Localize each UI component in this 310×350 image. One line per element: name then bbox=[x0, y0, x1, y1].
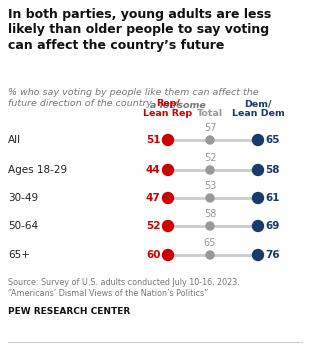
Text: 58: 58 bbox=[265, 165, 280, 175]
Text: a lot/some: a lot/some bbox=[150, 101, 206, 110]
Text: 52: 52 bbox=[204, 153, 216, 163]
Text: Total: Total bbox=[197, 109, 223, 118]
Text: 61: 61 bbox=[265, 193, 280, 203]
Circle shape bbox=[162, 164, 174, 175]
Text: 58: 58 bbox=[204, 209, 216, 219]
Circle shape bbox=[206, 166, 214, 174]
Text: Rep/
Lean Rep: Rep/ Lean Rep bbox=[144, 99, 193, 118]
Text: In both parties, young adults are less
likely than older people to say voting
ca: In both parties, young adults are less l… bbox=[8, 8, 271, 52]
Text: 44: 44 bbox=[146, 165, 161, 175]
Text: 53: 53 bbox=[204, 181, 216, 191]
Text: 65+: 65+ bbox=[8, 250, 30, 260]
Text: Dem/
Lean Dem: Dem/ Lean Dem bbox=[232, 99, 284, 118]
Text: 60: 60 bbox=[146, 250, 161, 260]
Circle shape bbox=[206, 136, 214, 144]
Text: 65: 65 bbox=[265, 135, 280, 145]
Text: 57: 57 bbox=[204, 123, 216, 133]
Text: 30-49: 30-49 bbox=[8, 193, 38, 203]
Circle shape bbox=[206, 222, 214, 230]
Text: 51: 51 bbox=[146, 135, 161, 145]
Text: 65: 65 bbox=[204, 238, 216, 248]
Circle shape bbox=[162, 250, 174, 260]
Text: 50-64: 50-64 bbox=[8, 221, 38, 231]
Circle shape bbox=[162, 193, 174, 203]
Circle shape bbox=[162, 220, 174, 231]
Circle shape bbox=[253, 220, 264, 231]
Circle shape bbox=[253, 193, 264, 203]
Text: PEW RESEARCH CENTER: PEW RESEARCH CENTER bbox=[8, 307, 130, 316]
Text: 69: 69 bbox=[265, 221, 280, 231]
Text: Source: Survey of U.S. adults conducted July 10-16, 2023.
“Americans’ Dismal Vie: Source: Survey of U.S. adults conducted … bbox=[8, 278, 240, 298]
Circle shape bbox=[162, 134, 174, 146]
Circle shape bbox=[253, 134, 264, 146]
Text: Ages 18-29: Ages 18-29 bbox=[8, 165, 67, 175]
Circle shape bbox=[253, 164, 264, 175]
Text: 52: 52 bbox=[146, 221, 161, 231]
Circle shape bbox=[206, 194, 214, 202]
Text: All: All bbox=[8, 135, 21, 145]
Circle shape bbox=[206, 251, 214, 259]
Text: % who say voting by people like them can affect the
future direction of the coun: % who say voting by people like them can… bbox=[8, 88, 259, 108]
Text: 76: 76 bbox=[265, 250, 280, 260]
Circle shape bbox=[253, 250, 264, 260]
Text: 47: 47 bbox=[146, 193, 161, 203]
